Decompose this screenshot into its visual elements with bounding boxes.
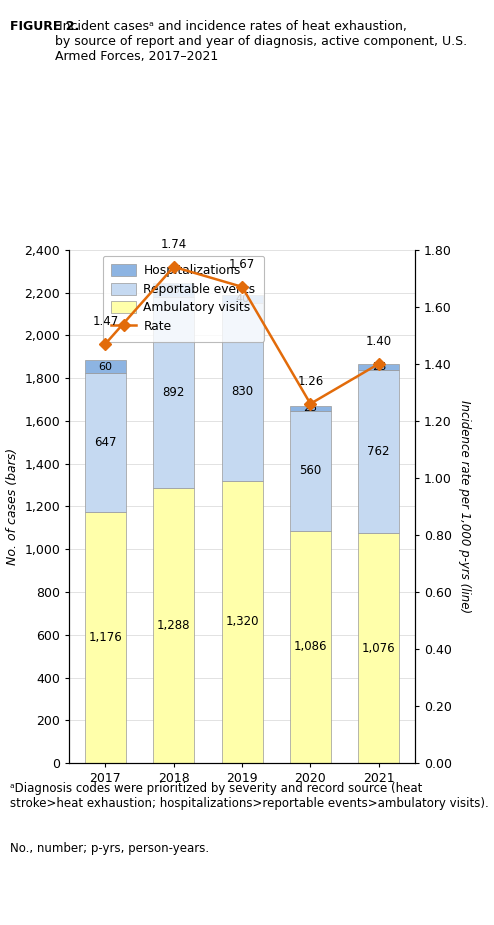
Bar	[221, 481, 263, 763]
Text: 1,076: 1,076	[362, 642, 396, 655]
Bar	[153, 283, 194, 297]
Bar	[290, 531, 331, 763]
Text: 1.47: 1.47	[92, 315, 119, 328]
Text: 1.74: 1.74	[161, 238, 187, 252]
Bar	[358, 370, 399, 533]
Y-axis label: No. of cases (bars): No. of cases (bars)	[6, 448, 19, 565]
Legend: Hospitalizations, Reportable events, Ambulatory visits, Rate: Hospitalizations, Reportable events, Amb…	[103, 256, 264, 341]
Text: ᵃDiagnosis codes were prioritized by severity and record source (heat
stroke>hea: ᵃDiagnosis codes were prioritized by sev…	[10, 782, 489, 809]
Text: FIGURE 2.: FIGURE 2.	[10, 20, 79, 33]
Text: 1,320: 1,320	[225, 615, 259, 628]
Text: 60: 60	[98, 362, 112, 372]
Text: 647: 647	[94, 436, 117, 449]
Text: 1.67: 1.67	[229, 258, 255, 271]
Bar	[85, 373, 126, 512]
Text: 560: 560	[299, 464, 322, 477]
Bar	[85, 361, 126, 373]
Y-axis label: Incidence rate per 1,000 p-yrs (line): Incidence rate per 1,000 p-yrs (line)	[458, 400, 471, 613]
Text: 1,176: 1,176	[88, 631, 122, 644]
Text: 1.26: 1.26	[297, 375, 324, 388]
Text: 892: 892	[163, 386, 185, 399]
Text: 762: 762	[368, 445, 390, 458]
Text: Incident casesᵃ and incidence rates of heat exhaustion,
by source of report and : Incident casesᵃ and incidence rates of h…	[55, 20, 467, 63]
Text: 65: 65	[166, 285, 181, 295]
Bar	[153, 297, 194, 487]
Text: 25: 25	[303, 403, 318, 413]
Bar	[153, 487, 194, 763]
Text: 1,288: 1,288	[157, 619, 191, 632]
Text: 1,086: 1,086	[293, 640, 327, 653]
Bar	[85, 512, 126, 763]
Bar	[290, 411, 331, 531]
Bar	[221, 303, 263, 481]
Bar	[358, 533, 399, 763]
Bar	[290, 406, 331, 411]
Bar	[358, 364, 399, 370]
Text: 40: 40	[235, 294, 249, 304]
Text: 26: 26	[371, 363, 386, 372]
Text: No., number; p-yrs, person-years.: No., number; p-yrs, person-years.	[10, 842, 209, 855]
Text: 830: 830	[231, 386, 253, 399]
Text: 1.40: 1.40	[366, 335, 392, 348]
Bar	[221, 295, 263, 303]
